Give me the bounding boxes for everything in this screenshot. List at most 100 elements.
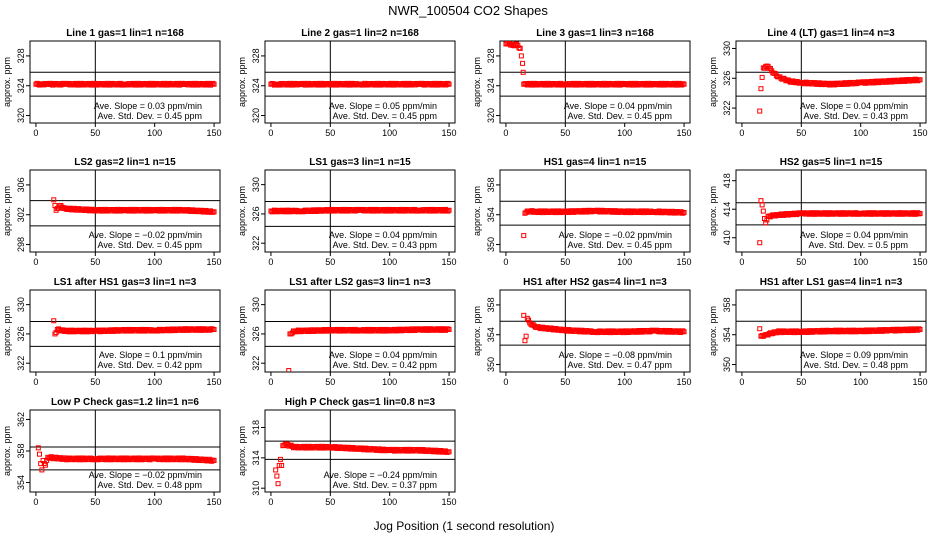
panel-11-ytick-label: 358 xyxy=(486,297,496,312)
panels: Line 1 gas=1 lin=1 n=168 0 50 100 150 320 324 3… xyxy=(2,28,928,507)
panel-14-ytick-label: 314 xyxy=(251,450,261,465)
panel-11-frame xyxy=(499,289,691,373)
panel-13: Low P Check gas=1.2 lin=1 n=6 0 50 100 150 35… xyxy=(2,397,222,507)
panel-5-point xyxy=(210,209,216,215)
panel-7-xtick-label: 100 xyxy=(617,257,632,267)
panel-3-xtick-label: 100 xyxy=(617,128,632,138)
panel-12-xtick-label: 0 xyxy=(739,377,744,387)
panel-1-point xyxy=(211,81,217,87)
panel-9-point xyxy=(51,318,57,324)
panel-10-ytick-label: 326 xyxy=(251,326,261,341)
panel-4: Line 4 (LT) gas=1 lin=4 n=3 0 50 100 150 322 3… xyxy=(708,28,928,138)
panel-1-ytick-label: 328 xyxy=(16,48,26,63)
panel-10-xtick-label: 100 xyxy=(382,377,397,387)
panel-4-ytick-label: 322 xyxy=(722,101,732,116)
panel-6-data xyxy=(268,206,452,215)
panel-10-point xyxy=(445,326,451,332)
panel-6-ytick-label: 326 xyxy=(251,206,261,221)
panel-3-point xyxy=(516,45,522,51)
panel-9-ytick-label: 326 xyxy=(16,326,26,341)
panel-7: HS1 gas=4 lin=1 n=15 0 50 100 150 350 354 358 ap… xyxy=(472,157,692,267)
panel-10-xtick-label: 50 xyxy=(325,377,335,387)
panel-9-ytick-label: 322 xyxy=(16,356,26,371)
panel-4-point xyxy=(757,108,763,114)
panel-1-slope-annotation: Ave. Slope = 0.03 ppm/min xyxy=(94,101,202,111)
panel-1-point xyxy=(210,80,216,86)
panel-5-data xyxy=(51,197,217,215)
panel-10-title: LS1 after LS2 gas=3 lin=1 n=3 xyxy=(289,277,431,288)
panel-5-sd-annotation: Ave. Std. Dev. = 0.45 ppm xyxy=(98,240,202,250)
panel-8-frame xyxy=(735,169,927,253)
panel-12-y-axis-label: approx. ppm xyxy=(708,306,718,356)
panel-2-sd-annotation: Ave. Std. Dev. = 0.45 ppm xyxy=(333,111,437,121)
panel-5-title: LS2 gas=2 lin=1 n=15 xyxy=(74,157,176,168)
panel-13-data xyxy=(35,445,217,473)
panel-11-slope-annotation: Ave. Slope = −0.08 ppm/min xyxy=(559,350,672,360)
panel-13-slope-annotation: Ave. Slope = −0.02 ppm/min xyxy=(89,470,202,480)
panel-4-title: Line 4 (LT) gas=1 lin=4 n=3 xyxy=(767,28,895,39)
panel-9-frame xyxy=(29,289,221,373)
panel-2-point xyxy=(445,80,451,86)
panel-6-title: LS1 gas=3 lin=1 n=15 xyxy=(309,157,411,168)
panel-11-point xyxy=(680,328,686,334)
panel-9-sd-annotation: Ave. Std. Dev. = 0.42 ppm xyxy=(98,360,202,370)
panel-1: Line 1 gas=1 lin=1 n=168 0 50 100 150 320 324 3… xyxy=(2,28,222,138)
panel-4-ytick-label: 326 xyxy=(722,71,732,86)
panel-13-xtick-label: 150 xyxy=(207,497,222,507)
panel-7-ytick-label: 354 xyxy=(486,207,496,222)
panel-2-xtick-label: 150 xyxy=(442,128,457,138)
panel-14-title: High P Check gas=1 lin=0.8 n=3 xyxy=(285,397,436,408)
panel-1-ytick-label: 324 xyxy=(16,78,26,93)
panel-7-ytick-label: 350 xyxy=(486,237,496,252)
panel-7-point xyxy=(681,209,687,215)
panel-13-xtick-label: 0 xyxy=(33,497,38,507)
panel-12-point xyxy=(757,326,763,332)
panel-10-ytick-label: 330 xyxy=(251,297,261,312)
panel-9-xtick-label: 100 xyxy=(147,377,162,387)
panel-6-xtick-label: 100 xyxy=(382,257,397,267)
panel-6-xtick-label: 0 xyxy=(268,257,273,267)
panel-11-xtick-label: 50 xyxy=(560,377,570,387)
panel-9-ytick-label: 330 xyxy=(16,297,26,312)
panel-6-ytick-label: 322 xyxy=(251,236,261,251)
panel-13-y-axis-label: approx. ppm xyxy=(2,426,12,476)
panel-5-ytick-label: 302 xyxy=(16,207,26,222)
panel-8-point xyxy=(760,208,766,214)
panel-3-frame xyxy=(499,40,691,124)
panel-12-sd-annotation: Ave. Std. Dev. = 0.48 ppm xyxy=(804,360,908,370)
panel-5-point xyxy=(51,197,57,203)
panel-13-sd-annotation: Ave. Std. Dev. = 0.48 ppm xyxy=(98,480,202,490)
panel-7-xtick-label: 150 xyxy=(677,257,692,267)
panel-9-point xyxy=(211,327,217,333)
panel-8-y-axis-label: approx. ppm xyxy=(708,186,718,236)
panel-2-ytick-label: 320 xyxy=(251,108,261,123)
panel-9-slope-annotation: Ave. Slope = 0.1 ppm/min xyxy=(99,350,202,360)
panel-7-title: HS1 gas=4 lin=1 n=15 xyxy=(544,157,647,168)
panel-2-xtick-label: 50 xyxy=(325,128,335,138)
panel-14-xtick-label: 150 xyxy=(442,497,457,507)
panel-8-slope-annotation: Ave. Slope = 0.04 ppm/min xyxy=(800,230,908,240)
panel-9-title: LS1 after HS1 gas=3 lin=1 n=3 xyxy=(54,277,197,288)
panel-8-xtick-label: 150 xyxy=(913,257,928,267)
panel-7-y-axis-label: approx. ppm xyxy=(472,186,482,236)
panel-11-ytick-label: 350 xyxy=(486,357,496,372)
panel-11-data xyxy=(521,312,687,344)
panel-9-xtick-label: 50 xyxy=(90,377,100,387)
panel-12-ytick-label: 350 xyxy=(722,357,732,372)
panel-14-point xyxy=(446,449,452,455)
panel-13-ytick-label: 354 xyxy=(16,475,26,490)
panel-13-point xyxy=(35,445,41,451)
panel-5-xtick-label: 100 xyxy=(147,257,162,267)
panel-12-slope-annotation: Ave. Slope = 0.09 ppm/min xyxy=(800,350,908,360)
panel-3-point xyxy=(520,60,526,66)
panel-6-ytick-label: 330 xyxy=(251,177,261,192)
panel-1-ytick-label: 320 xyxy=(16,108,26,123)
panel-11-point xyxy=(681,329,687,335)
panel-11-xtick-label: 0 xyxy=(503,377,508,387)
panel-8-point xyxy=(917,210,923,216)
panel-10-xtick-label: 150 xyxy=(442,377,457,387)
panel-1-xtick-label: 50 xyxy=(90,128,100,138)
panel-1-title: Line 1 gas=1 lin=1 n=168 xyxy=(66,28,184,39)
panel-10-xtick-label: 0 xyxy=(268,377,273,387)
panel-1-xtick-label: 0 xyxy=(33,128,38,138)
